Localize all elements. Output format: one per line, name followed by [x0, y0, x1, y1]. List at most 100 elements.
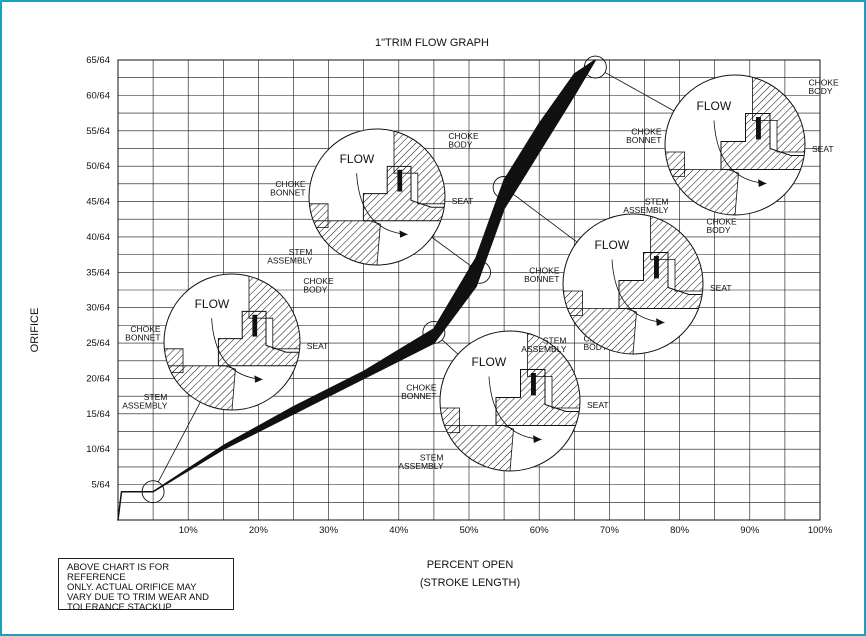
- x-tick-label: 10%: [179, 525, 199, 536]
- seat-label: SEAT: [587, 400, 609, 410]
- stem-assembly-label: STEM ASSEMBLY: [267, 247, 313, 265]
- flow-label: FLOW: [340, 152, 375, 166]
- y-tick-label: 50/64: [86, 161, 110, 172]
- marker-circle: [583, 55, 607, 79]
- seat-part: [720, 113, 805, 170]
- detail-circle: [562, 213, 704, 355]
- stem-assembly-label: STEM ASSEMBLY: [521, 336, 567, 355]
- flow-arrow-head: [399, 230, 408, 238]
- leader-line: [441, 339, 459, 355]
- flow-arrow-head: [758, 179, 767, 187]
- flow-arrow-head: [656, 318, 665, 326]
- y-tick-label: 35/64: [86, 267, 110, 278]
- flow-arrow: [713, 120, 767, 184]
- leader-line: [512, 193, 578, 243]
- x-tick-label: 20%: [249, 525, 269, 536]
- flow-arrow: [211, 318, 263, 380]
- y-tick-label: 25/64: [86, 338, 110, 349]
- marker-circle: [468, 260, 491, 284]
- detail-circle: [664, 74, 806, 216]
- stem-assembly-part: [440, 425, 514, 471]
- y-tick-label: 15/64: [86, 409, 110, 420]
- choke-bonnet-label: CHOKE BONNET: [401, 383, 437, 402]
- x-tick-label: 80%: [670, 525, 690, 536]
- flow-arrow: [611, 259, 665, 323]
- x-tick-label: 70%: [600, 525, 620, 536]
- stem-assembly-label: STEM ASSEMBLY: [122, 392, 168, 411]
- stem-assembly-label: STEM ASSEMBLY: [623, 197, 669, 216]
- detail-circle: [439, 330, 581, 472]
- y-tick-label: 55/64: [86, 126, 110, 137]
- series-layer: [117, 55, 607, 521]
- y-tick-label: 20/64: [86, 373, 110, 384]
- seat-insert: [531, 373, 536, 396]
- seat-part: [362, 165, 445, 222]
- choke-bonnet-label: CHOKE BONNET: [626, 127, 662, 146]
- x-tick-label: 90%: [740, 525, 760, 536]
- x-axis-sublabel: (STROKE LENGTH): [420, 577, 520, 589]
- tick-labels: 10% 20% 30% 40% 50% 60% 70% 80% 90% 100% 5/64 10/64…: [86, 55, 832, 536]
- choke-bonnet-label: CHOKE BONNET: [524, 266, 560, 285]
- detail-views: FLOW CHOKE BODY CHOKE BONNET SEAT STEM ASSEMBLY…: [122, 72, 840, 483]
- x-tick-label: 60%: [530, 525, 550, 536]
- seat-label: SEAT: [307, 341, 329, 351]
- seat-label: SEAT: [812, 144, 834, 154]
- flow-arrow: [356, 173, 408, 235]
- y-tick-label: 40/64: [86, 232, 110, 243]
- flow-label: FLOW: [697, 99, 732, 113]
- seat-insert: [654, 256, 659, 279]
- choke-bonnet-label: CHOKE BONNET: [270, 179, 306, 198]
- seat-part: [618, 252, 703, 309]
- seat-insert: [252, 314, 258, 337]
- x-tick-label: 30%: [319, 525, 339, 536]
- y-tick-label: 5/64: [92, 480, 111, 491]
- choke-bonnet-label: CHOKE BONNET: [125, 324, 161, 343]
- flow-arrow: [488, 376, 542, 440]
- stem-assembly-label: STEM ASSEMBLY: [398, 453, 444, 472]
- flow-label: FLOW: [195, 297, 230, 311]
- y-tick-label: 65/64: [86, 55, 110, 66]
- leader-line: [431, 236, 471, 267]
- leader-line: [604, 72, 675, 112]
- seat-label: SEAT: [710, 283, 732, 293]
- stem-assembly-part: [665, 169, 739, 215]
- seat-part: [217, 310, 300, 367]
- y-tick-label: 30/64: [86, 303, 110, 314]
- flow-arrow-head: [533, 435, 542, 443]
- detail-circle: [163, 273, 301, 411]
- reference-note: ABOVE CHART IS FOR REFERENCE ONLY. ACTUA…: [58, 558, 234, 613]
- flow-label: FLOW: [472, 355, 507, 369]
- y-tick-label: 45/64: [86, 197, 110, 208]
- marker-circle: [422, 321, 446, 344]
- x-tick-label: 40%: [389, 525, 409, 536]
- x-tick-label: 50%: [459, 525, 479, 536]
- flow-label: FLOW: [595, 238, 630, 252]
- y-tick-label: 60/64: [86, 90, 110, 101]
- note-line-4: TOLERANCE STACKUP: [67, 602, 172, 613]
- leader-line: [157, 401, 201, 483]
- seat-label: SEAT: [452, 196, 474, 206]
- detail-circle: [308, 128, 446, 266]
- x-axis-label: PERCENT OPEN: [427, 559, 514, 571]
- y-axis-label: ORIFICE: [29, 308, 41, 353]
- note-line-3: VARY DUE TO TRIM WEAR AND: [67, 592, 210, 603]
- note-line-1: ABOVE CHART IS FOR REFERENCE: [67, 562, 170, 583]
- marker-circle: [492, 175, 516, 199]
- seat-insert: [756, 117, 761, 140]
- flow-arrow-head: [254, 375, 263, 383]
- marker-circle: [141, 480, 165, 504]
- chart-title: 1"TRIM FLOW GRAPH: [375, 37, 489, 49]
- stem-assembly-part: [309, 220, 381, 265]
- x-tick-label: 100%: [808, 525, 833, 536]
